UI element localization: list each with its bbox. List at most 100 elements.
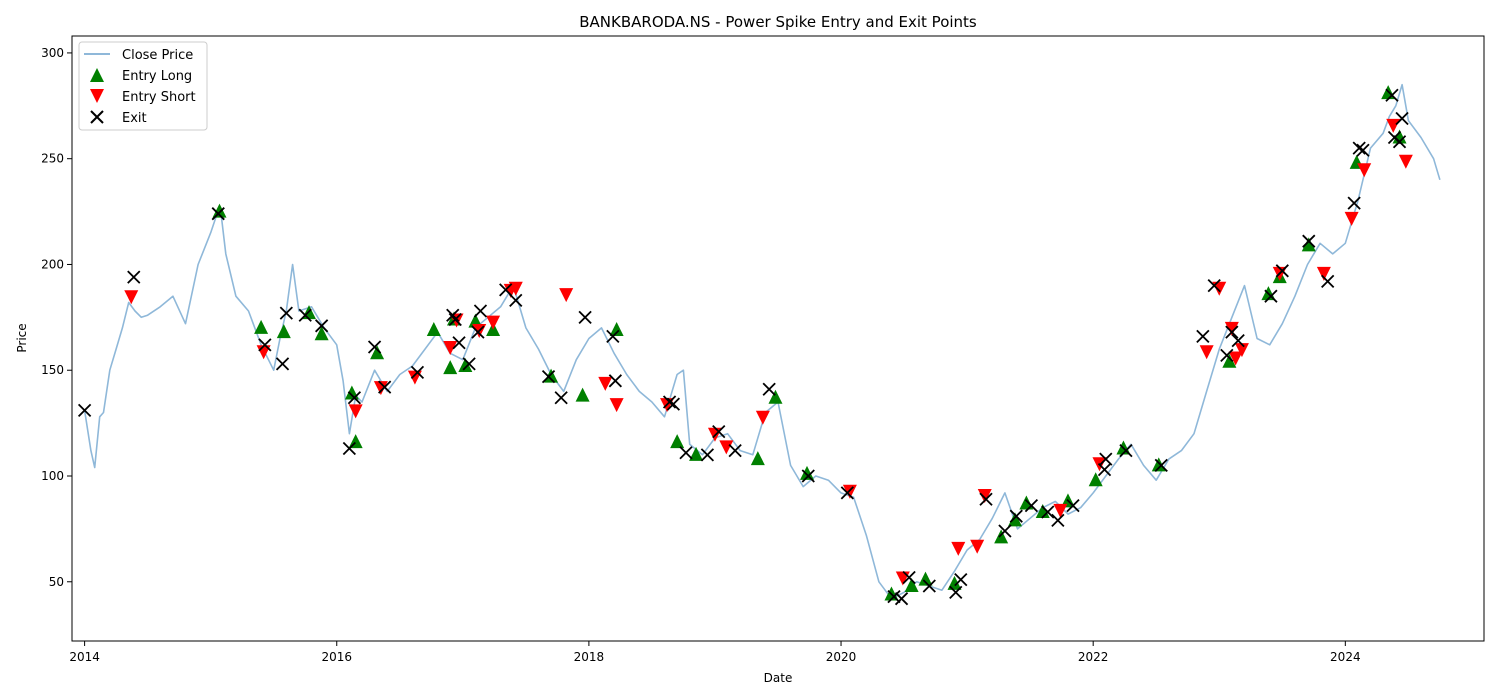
exit-marker bbox=[1196, 329, 1210, 344]
entry-long-marker bbox=[1019, 495, 1034, 510]
entry-short-marker bbox=[1398, 154, 1413, 169]
entry-short-marker bbox=[124, 290, 139, 305]
exit-marker bbox=[473, 304, 488, 318]
exit-marker bbox=[554, 391, 568, 405]
exit-marker bbox=[127, 270, 141, 284]
exit-marker bbox=[275, 357, 290, 371]
exit-marker bbox=[902, 570, 916, 585]
exit-marker bbox=[1154, 458, 1168, 473]
legend-entry-short: Entry Short bbox=[122, 90, 196, 105]
entry-short-marker bbox=[1212, 281, 1227, 296]
legend-entry-long-swatch bbox=[90, 68, 104, 82]
x-tick-label: 2020 bbox=[826, 650, 857, 664]
legend-close-price: Close Price bbox=[122, 48, 193, 63]
exit-marker bbox=[998, 524, 1012, 538]
entry-long-marker bbox=[314, 326, 329, 341]
entry-long-marker bbox=[344, 385, 359, 400]
entry-short-marker bbox=[1224, 321, 1239, 336]
y-axis-label: Price bbox=[15, 323, 29, 352]
exit-marker bbox=[462, 357, 476, 371]
entry-short-marker bbox=[1228, 351, 1243, 366]
entry-long-marker bbox=[1301, 237, 1316, 252]
x-tick-label: 2018 bbox=[574, 650, 605, 664]
entry-short-marker bbox=[1199, 345, 1214, 360]
entry-short-marker bbox=[977, 489, 992, 504]
exit-marker bbox=[1264, 289, 1278, 303]
entry-short-marker bbox=[951, 541, 966, 556]
exit-marker bbox=[1356, 143, 1370, 157]
entry-long-marker bbox=[1008, 512, 1023, 527]
entry-short-marker bbox=[486, 315, 501, 330]
entry-long-marker bbox=[918, 571, 933, 586]
exit-marker bbox=[1352, 141, 1366, 155]
x-axis-ticks: 2014 2016 2018 2020 2022 2024 bbox=[69, 641, 1361, 664]
y-tick-label: 250 bbox=[41, 152, 64, 166]
exit-marker bbox=[298, 308, 312, 322]
entry-short-marker bbox=[970, 539, 985, 554]
exit-marker bbox=[279, 306, 293, 320]
x-tick-label: 2024 bbox=[1330, 650, 1361, 664]
exit-markers bbox=[77, 88, 1409, 606]
exit-marker bbox=[347, 391, 362, 405]
exit-marker bbox=[679, 446, 693, 460]
exit-marker bbox=[894, 592, 909, 606]
exit-marker bbox=[1275, 264, 1289, 278]
legend-entry-short-swatch bbox=[90, 89, 104, 103]
exit-marker bbox=[1220, 348, 1234, 363]
legend-box bbox=[78, 41, 208, 131]
entry-long-marker bbox=[768, 389, 783, 404]
exit-marker bbox=[762, 382, 776, 396]
entry-long-marker bbox=[212, 203, 227, 218]
exit-marker bbox=[608, 374, 623, 388]
legend-exit: Exit bbox=[122, 111, 147, 126]
exit-marker bbox=[700, 448, 715, 462]
exit-marker bbox=[499, 283, 513, 297]
entry-short-marker bbox=[407, 370, 422, 385]
entry-long-marker bbox=[994, 529, 1009, 544]
entry-long-marker bbox=[904, 578, 919, 592]
exit-marker bbox=[887, 589, 901, 604]
exit-marker bbox=[1207, 278, 1221, 293]
exit-marker bbox=[211, 207, 225, 221]
exit-marker bbox=[1024, 498, 1039, 513]
entry-short-marker bbox=[1386, 118, 1401, 133]
entry-long-marker bbox=[544, 368, 559, 383]
entry-long-marker bbox=[254, 319, 269, 334]
exit-marker bbox=[448, 312, 462, 327]
entry-long-marker bbox=[1151, 457, 1166, 472]
exit-marker bbox=[1302, 234, 1316, 248]
entry-long-marker bbox=[426, 322, 441, 337]
entry-short-marker bbox=[373, 381, 388, 396]
exit-marker bbox=[1225, 325, 1239, 339]
x-tick-label: 2022 bbox=[1078, 650, 1109, 664]
exit-marker bbox=[1066, 498, 1080, 513]
entry-short-marker bbox=[443, 340, 458, 355]
exit-marker bbox=[258, 338, 272, 352]
y-tick-label: 50 bbox=[49, 575, 64, 589]
exit-marker bbox=[1097, 463, 1112, 477]
exit-marker bbox=[666, 397, 680, 411]
entry-long-marker bbox=[370, 345, 385, 360]
exit-marker bbox=[1119, 443, 1133, 458]
plot-frame bbox=[71, 35, 1485, 642]
entry-short-marker bbox=[719, 440, 734, 455]
entry-long-marker bbox=[609, 322, 624, 337]
exit-marker bbox=[578, 310, 592, 324]
entry-long-markers bbox=[212, 85, 1407, 601]
exit-marker bbox=[1392, 135, 1407, 149]
entry-short-marker bbox=[1357, 163, 1372, 178]
entry-short-marker bbox=[598, 376, 613, 391]
entry-short-marker bbox=[1344, 211, 1359, 226]
exit-marker bbox=[801, 469, 815, 483]
chart-title: BANKBARODA.NS - Power Spike Entry and Ex… bbox=[579, 13, 977, 31]
exit-marker bbox=[606, 329, 620, 344]
legend: Close Price Entry Long Entry Short Exit bbox=[78, 41, 208, 131]
exit-marker bbox=[77, 403, 92, 418]
entry-long-marker bbox=[670, 434, 685, 449]
entry-long-marker bbox=[1088, 472, 1103, 487]
exit-marker bbox=[979, 492, 993, 506]
exit-marker bbox=[367, 340, 382, 354]
entry-long-marker bbox=[799, 465, 814, 480]
exit-marker bbox=[949, 585, 963, 599]
x-tick-label: 2016 bbox=[321, 650, 352, 664]
